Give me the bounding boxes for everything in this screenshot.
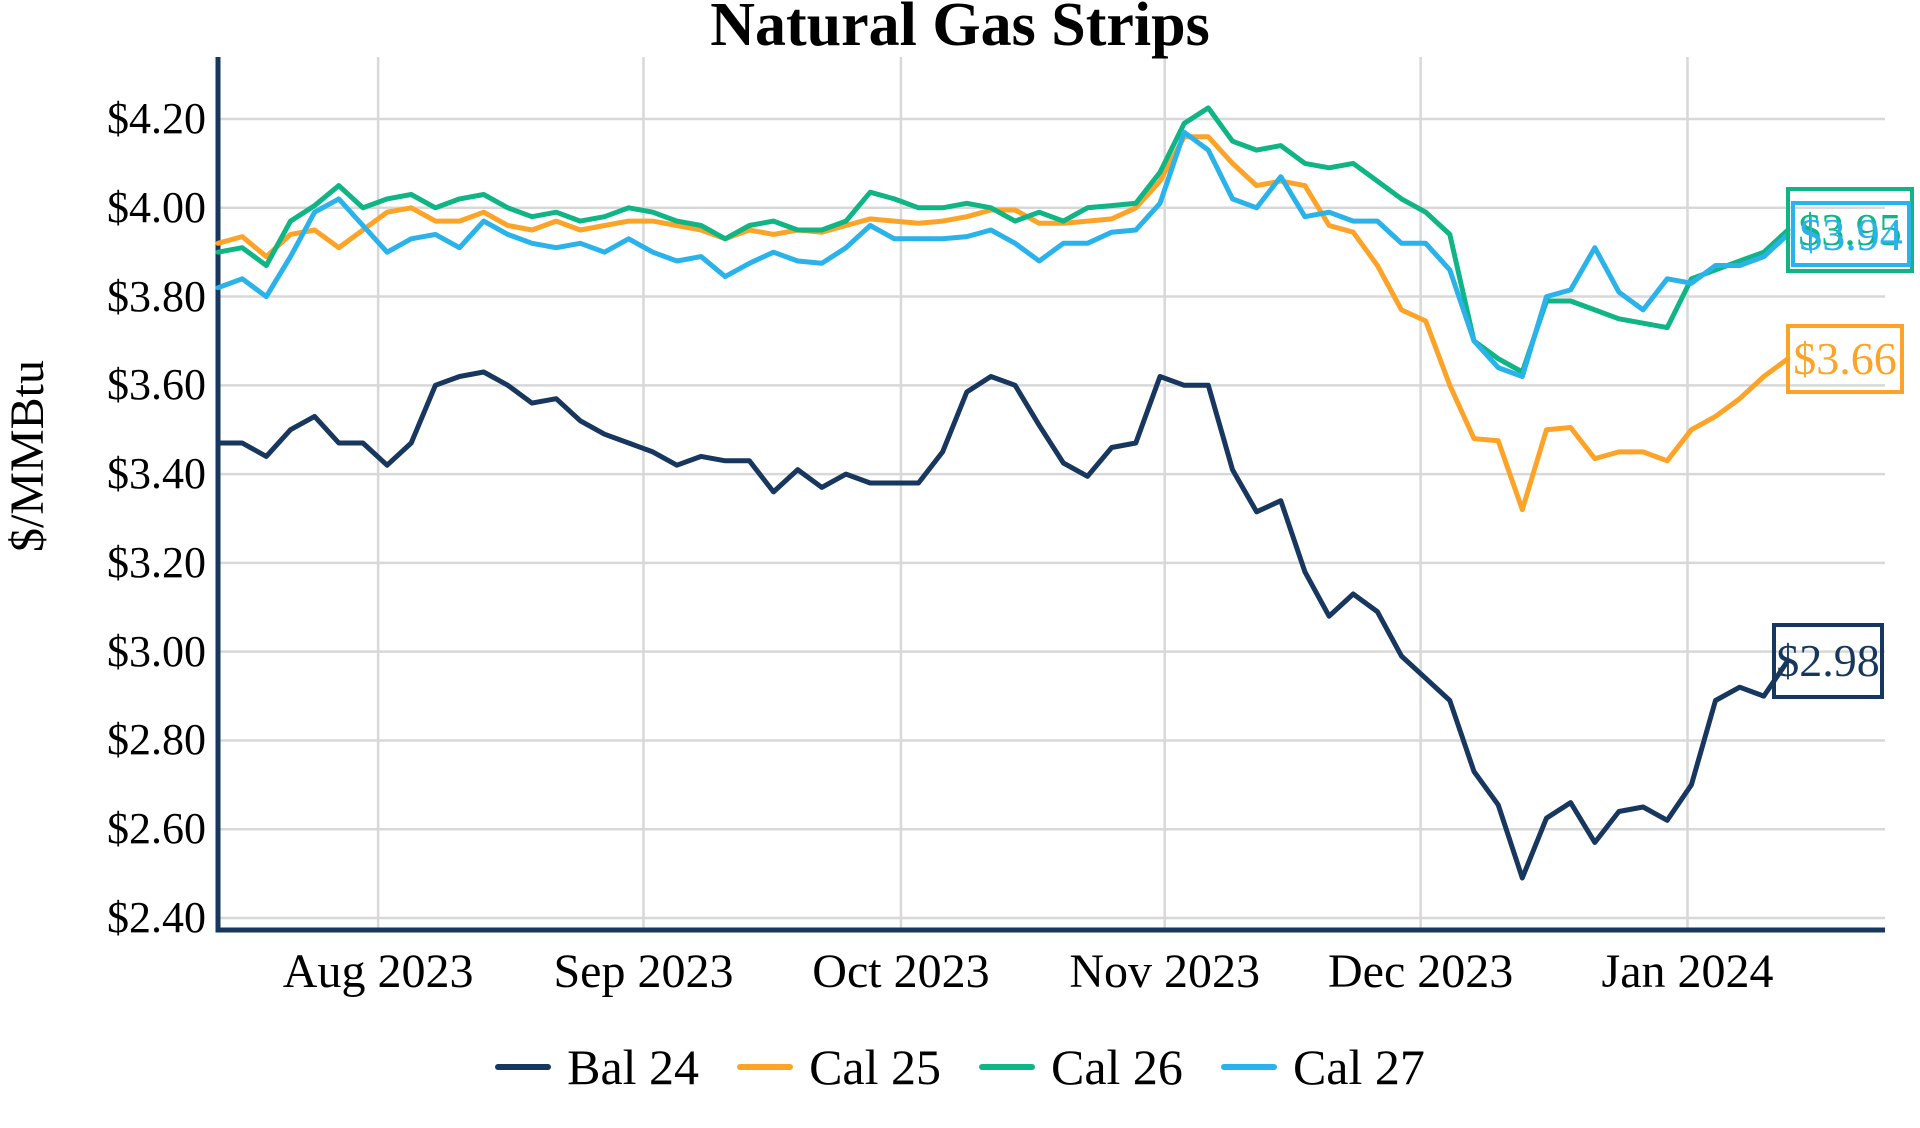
end-label-cal25: $3.66 — [1786, 323, 1904, 394]
x-tick-label: Oct 2023 — [812, 945, 990, 998]
series-line-cal25 — [215, 134, 1791, 513]
y-tick-label: $4.20 — [107, 94, 206, 143]
end-label-cal26: $3.95 — [1786, 186, 1914, 273]
y-tick-label: $3.60 — [107, 360, 206, 410]
y-tick-label: $4.00 — [107, 182, 206, 232]
legend-swatch-cal26 — [979, 1064, 1035, 1070]
legend: Bal 24 Cal 25 Cal 26 Cal 27 — [0, 1032, 1920, 1102]
end-label-cal27: $3.94 — [1791, 201, 1911, 268]
x-tick-label: Nov 2023 — [1069, 945, 1261, 998]
legend-item-cal27: Cal 27 — [1220, 1039, 1425, 1095]
legend-label: Cal 26 — [1051, 1039, 1183, 1095]
legend-label: Bal 24 — [567, 1039, 700, 1095]
x-tick-label: Sep 2023 — [553, 945, 734, 998]
legend-label: Cal 25 — [809, 1039, 941, 1095]
series-line-bal24 — [215, 369, 1791, 881]
series-line-cal27 — [215, 129, 1791, 379]
y-tick-label: $3.40 — [107, 449, 206, 499]
legend-item-bal24: Bal 24 — [495, 1042, 699, 1092]
y-tick-label: $3.80 — [107, 271, 206, 321]
y-tick-label: $2.60 — [107, 804, 206, 854]
y-tick-label: $3.00 — [107, 626, 206, 676]
chart-title: Natural Gas Strips — [710, 0, 1210, 59]
y-tick-label: $2.40 — [107, 893, 206, 942]
legend-swatch-bal24 — [495, 1064, 552, 1070]
y-tick-label: $3.20 — [107, 537, 206, 587]
x-tick-label: Dec 2023 — [1327, 945, 1514, 998]
series-line-cal26 — [215, 105, 1791, 375]
legend-label: Cal 27 — [1292, 1039, 1425, 1095]
y-tick-label: $2.80 — [107, 715, 206, 765]
legend-item-cal26: Cal 26 — [979, 1042, 1183, 1092]
legend-swatch-cal27 — [1220, 1064, 1277, 1070]
legend-item-cal25: Cal 25 — [737, 1042, 941, 1092]
legend-swatch-cal25 — [737, 1064, 794, 1070]
x-tick-label: Aug 2023 — [282, 945, 474, 998]
x-tick-label: Jan 2024 — [1601, 945, 1774, 998]
end-label-bal24: $2.98 — [1772, 622, 1884, 699]
